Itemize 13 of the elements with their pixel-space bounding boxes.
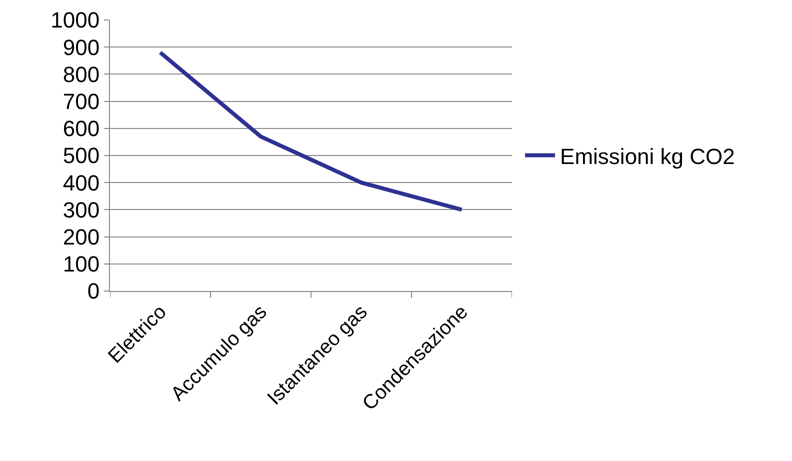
legend-label: Emissioni kg CO2 bbox=[560, 144, 735, 169]
y-tick-label: 700 bbox=[62, 89, 100, 114]
y-tick-label: 500 bbox=[62, 143, 100, 168]
y-tick-label: 1000 bbox=[50, 8, 100, 33]
y-tick-label: 100 bbox=[62, 252, 100, 277]
y-tick-label: 400 bbox=[62, 170, 100, 196]
line-series bbox=[158, 50, 464, 212]
y-tick-label: 800 bbox=[62, 62, 100, 87]
y-tick-label: 900 bbox=[62, 34, 100, 60]
y-tick-label: 0 bbox=[87, 278, 100, 304]
y-tick-label: 600 bbox=[62, 116, 100, 142]
y-tick-label: 200 bbox=[62, 224, 100, 250]
y-tick-label: 300 bbox=[62, 197, 100, 222]
